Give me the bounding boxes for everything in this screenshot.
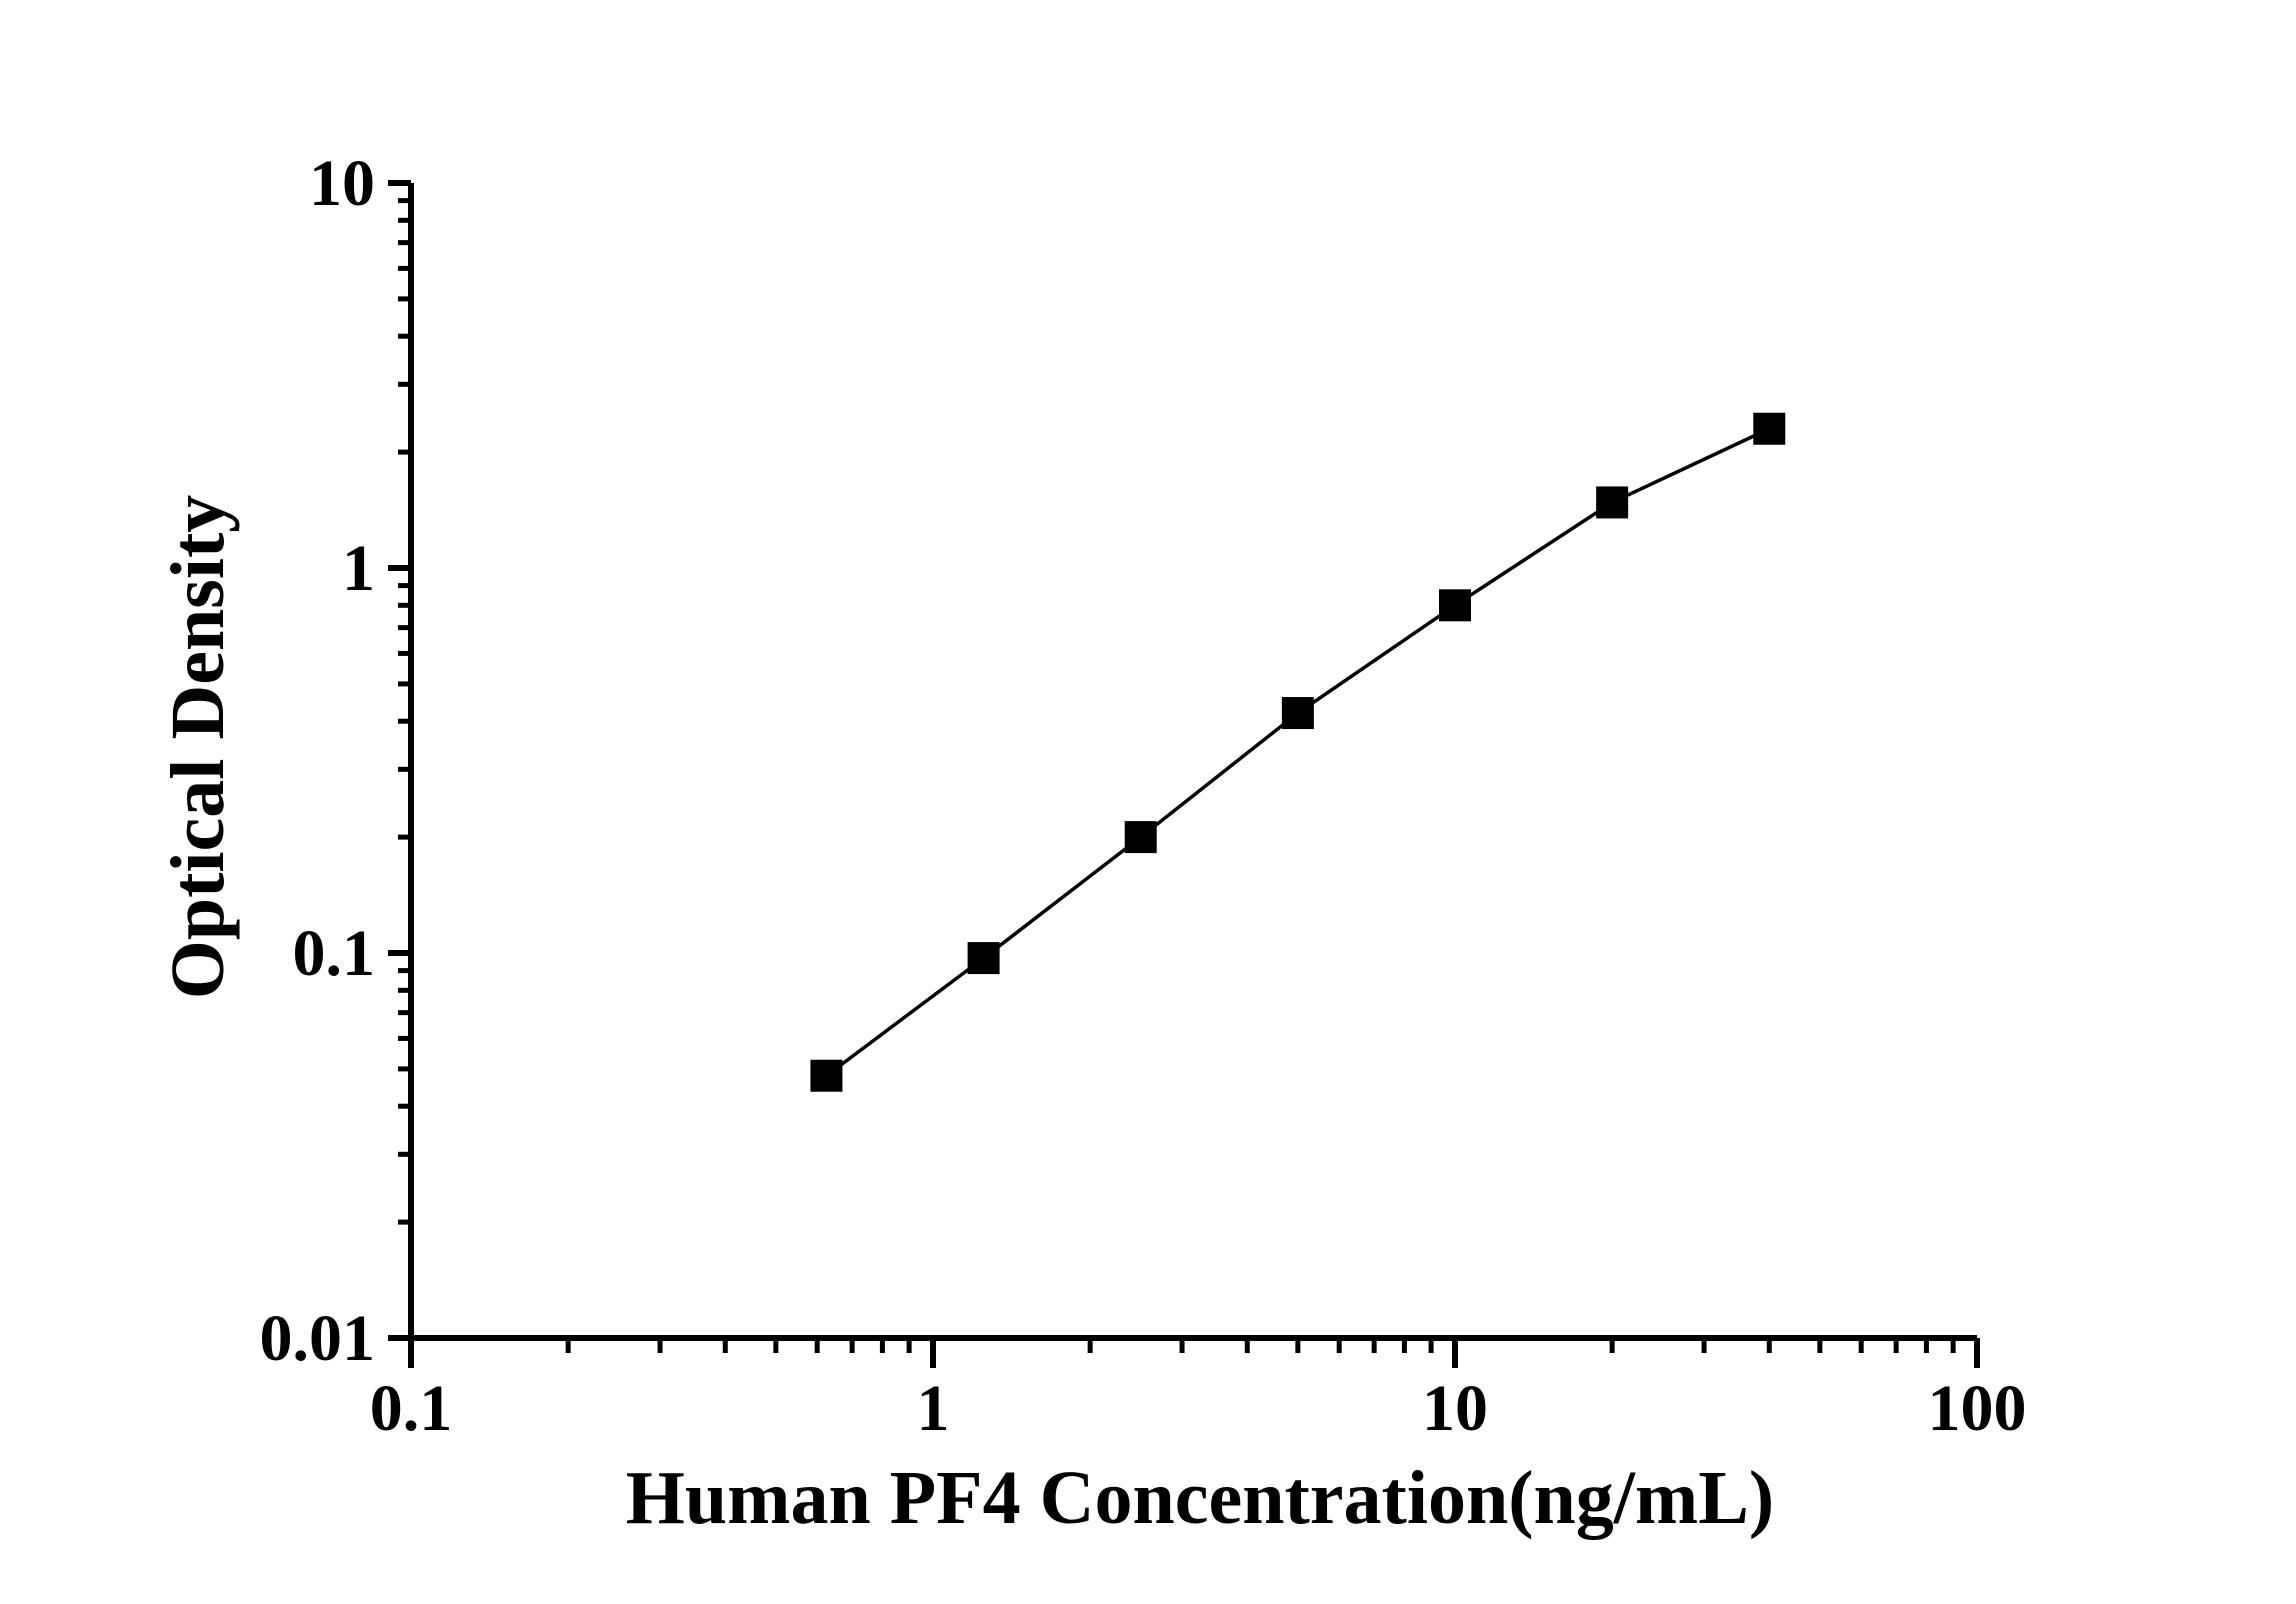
series-layer	[810, 412, 1786, 1092]
x-axis-title: Human PF4 Concentration(ng/mL)	[626, 1456, 1774, 1540]
x-tick-label: 0.1	[370, 1372, 453, 1445]
data-point-10	[1439, 589, 1471, 622]
series-line	[825, 427, 1771, 1078]
y-tick-label: 0.1	[293, 917, 376, 990]
y-tick-label: 1	[342, 532, 375, 605]
axis-spine	[408, 183, 1977, 1341]
data-point-1.25	[967, 942, 1000, 975]
y-tick-label: 10	[309, 147, 375, 220]
data-point-0.625	[810, 1059, 843, 1092]
data-point-20	[1596, 486, 1629, 519]
y-tick-label: 0.01	[260, 1302, 376, 1375]
x-tick-label: 100	[1928, 1372, 2027, 1445]
y-axis-title: Optical Density	[156, 495, 240, 1000]
x-tick-label: 10	[1422, 1372, 1488, 1445]
data-point-2.5	[1124, 821, 1157, 854]
data-point-40	[1753, 412, 1786, 445]
x-tick-label: 1	[917, 1372, 950, 1445]
data-point-5	[1281, 697, 1314, 730]
